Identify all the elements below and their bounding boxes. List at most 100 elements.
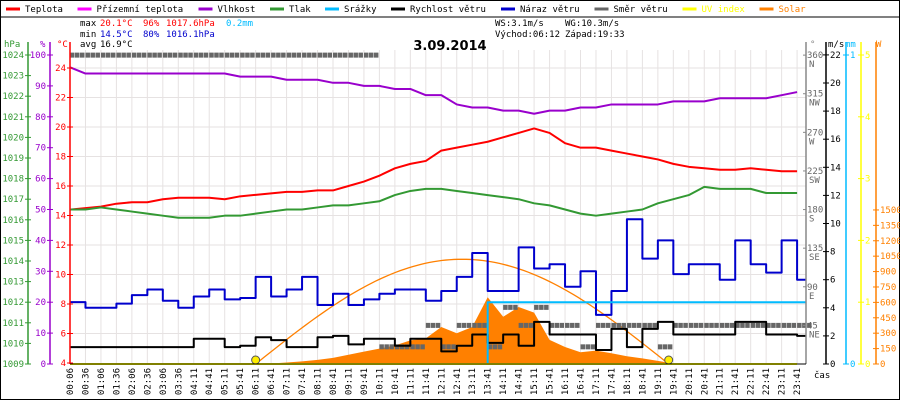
wind-direction-point: [435, 322, 441, 328]
wind-direction-point: [384, 344, 389, 350]
wind-direction-point: [368, 52, 374, 58]
pressure-axis-tick-label: 1018: [2, 175, 24, 185]
humidity-axis-tick-label: 20: [35, 298, 46, 308]
legend-item-label: Směr větru: [614, 5, 668, 15]
rain-axis-unit: mm: [845, 40, 856, 50]
wind-direction-point: [110, 52, 116, 58]
wind-direction-point: [203, 52, 209, 58]
wind-gust-line: [70, 218, 806, 316]
wind-direction-point: [75, 52, 80, 58]
wind-axis-tick-label: 10: [830, 220, 841, 230]
wind-direction-point: [105, 52, 111, 58]
wind-direction-point: [667, 344, 673, 350]
solar-axis-tick-label: 900: [880, 268, 896, 278]
wind-direction-point: [430, 322, 436, 328]
temperature-axis-tick-label: 20: [55, 123, 66, 133]
wind-direction-point: [740, 322, 745, 328]
wind-direction-point: [358, 52, 363, 58]
wind-direction-point: [503, 304, 508, 310]
wind-direction-point: [260, 52, 266, 58]
wind-direction-point: [415, 344, 420, 350]
temperature-axis-tick-label: 4: [61, 359, 66, 369]
humidity-axis-tick-label: 80: [35, 113, 46, 123]
humidity-axis-tick-label: 10: [35, 329, 46, 339]
solar-axis-tick-label: 1200: [880, 237, 900, 247]
legend-item-label: Přízemní teplota: [97, 5, 184, 15]
rain-axis-tick-label: 1: [850, 51, 855, 61]
x-tick-label: 15:41: [546, 368, 556, 395]
wind-direction-point: [492, 344, 498, 350]
wind-direction-point: [554, 322, 560, 328]
wind-direction-point: [394, 344, 400, 350]
stat-max-pressure: 1017.6hPa: [166, 19, 215, 29]
pressure-axis-tick-label: 1024: [2, 51, 24, 61]
wind-direction-point: [348, 52, 353, 58]
wind-axis-tick-label: 6: [830, 276, 835, 286]
wind-direction-point: [167, 52, 173, 58]
wind-direction-point: [518, 322, 524, 328]
sunrise-marker: [251, 355, 261, 365]
humidity-axis-tick-label: 0: [41, 360, 46, 370]
legend-item-label: UV index: [702, 5, 746, 15]
wind-direction-point: [523, 322, 529, 328]
direction-axis-compass-label: SE: [809, 253, 820, 263]
wind-direction-point: [647, 322, 652, 328]
x-tick-label: 23:11: [778, 368, 788, 395]
pressure-line: [70, 185, 798, 219]
stat-min-pressure: 1016.1hPa: [166, 30, 215, 40]
humidity-axis-tick-label: 40: [35, 236, 46, 246]
legend-item-label: Náraz větru: [520, 5, 580, 15]
wind-direction-point: [724, 322, 730, 328]
wind-direction-point: [771, 322, 776, 328]
x-tick-label: 19:11: [654, 368, 664, 395]
wind-direction-point: [425, 322, 431, 328]
x-tick-label: 01:06: [97, 368, 107, 395]
wind-direction-point: [389, 344, 394, 350]
wind-direction-point: [141, 52, 147, 58]
axes: hPa1009101010111012101310141015101610171…: [2, 40, 900, 395]
x-tick-label: 05:41: [236, 368, 246, 395]
wind-direction-point: [327, 52, 333, 58]
humidity-axis-tick-label: 100: [30, 51, 46, 61]
x-tick-label: 09:41: [360, 368, 370, 395]
wind-direction-point: [276, 52, 281, 58]
x-tick-label: 10:41: [391, 368, 401, 395]
solar-axis-tick-label: 1350: [880, 221, 900, 231]
direction-axis-tick-label: 180: [807, 206, 823, 216]
wind-direction-point: [565, 322, 570, 328]
wind-axis-tick-label: 8: [830, 248, 835, 258]
wind-direction-point: [121, 52, 126, 58]
wind-direction-point: [291, 52, 297, 58]
humidity-axis-tick-label: 30: [35, 267, 46, 277]
x-tick-label: 13:11: [468, 368, 478, 395]
wind-direction-point: [704, 322, 709, 328]
wind-axis-tick-label: 12: [830, 191, 841, 201]
wind-direction-point: [755, 322, 761, 328]
solar-axis-tick-label: 750: [880, 283, 896, 293]
stat-sunset: Západ:19:33: [565, 30, 625, 40]
x-tick-label: 20:11: [685, 368, 695, 395]
direction-axis-compass-label: NE: [809, 330, 820, 340]
solar-axis-tick-label: 0: [880, 360, 885, 370]
wind-direction-point: [250, 52, 255, 58]
x-tick-label: 21:11: [716, 368, 726, 395]
x-tick-label: 05:11: [221, 368, 231, 395]
temperature-axis-tick-label: 22: [55, 94, 66, 104]
wind-direction-point: [100, 52, 106, 58]
wind-direction-point: [745, 322, 750, 328]
wind-direction-point: [575, 322, 580, 328]
wind-direction-point: [626, 322, 632, 328]
legend-item-label: Solar: [779, 5, 807, 15]
wind-axis-tick-label: 22: [830, 51, 841, 61]
wind-axis-tick-label: 4: [830, 304, 835, 314]
direction-axis-tick-label: 135: [807, 244, 823, 254]
wind-direction-point: [477, 322, 482, 328]
wind-direction-point: [317, 52, 323, 58]
wind-direction-point: [631, 322, 637, 328]
wind-direction-point: [80, 52, 85, 58]
direction-axis-compass-label: W: [809, 137, 815, 147]
x-tick-label: 17:11: [592, 368, 602, 395]
x-tick-label: 00:06: [66, 368, 76, 395]
wind-direction-point: [549, 322, 555, 328]
